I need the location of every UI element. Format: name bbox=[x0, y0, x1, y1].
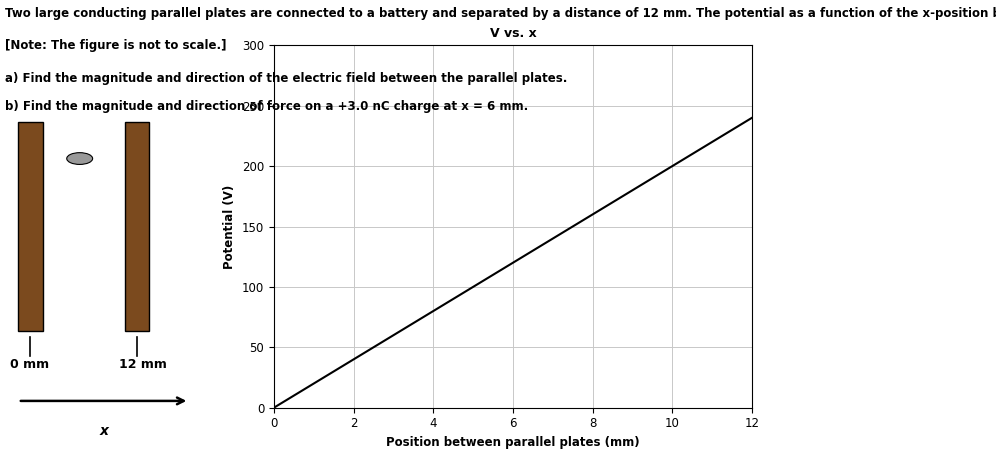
Text: [Note: The figure is not to scale.]: [Note: The figure is not to scale.] bbox=[5, 39, 226, 52]
Title: V vs. x: V vs. x bbox=[490, 27, 536, 40]
Text: x: x bbox=[99, 424, 109, 438]
Text: Two large conducting parallel plates are connected to a battery and separated by: Two large conducting parallel plates are… bbox=[5, 7, 996, 20]
Text: 0 mm: 0 mm bbox=[10, 358, 50, 371]
Text: b) Find the magnitude and direction of force on a +3.0 nC charge at x = 6 mm.: b) Find the magnitude and direction of f… bbox=[5, 100, 528, 113]
Y-axis label: Potential (V): Potential (V) bbox=[223, 184, 236, 269]
Text: 12 mm: 12 mm bbox=[120, 358, 167, 371]
Text: a) Find the magnitude and direction of the electric field between the parallel p: a) Find the magnitude and direction of t… bbox=[5, 72, 568, 86]
X-axis label: Position between parallel plates (mm): Position between parallel plates (mm) bbox=[386, 436, 639, 449]
